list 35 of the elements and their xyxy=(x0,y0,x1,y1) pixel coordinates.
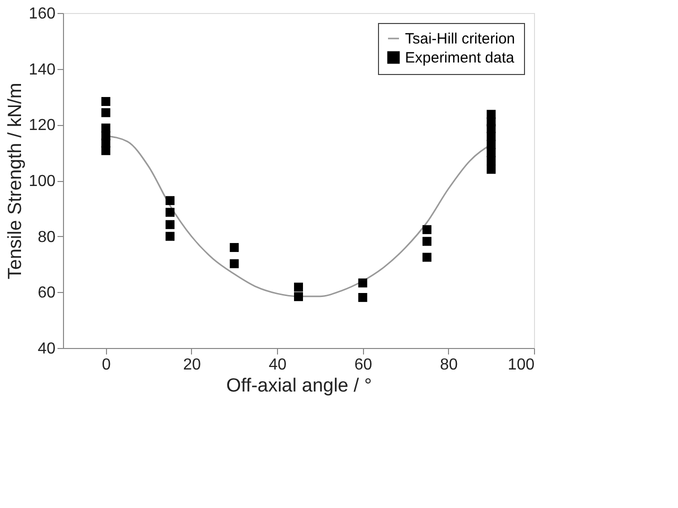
point xyxy=(358,278,368,288)
point xyxy=(230,259,239,268)
point xyxy=(422,225,432,234)
y-tick-label: 100 xyxy=(28,173,56,190)
x-tick-label: 60 xyxy=(354,356,372,374)
y-tick-label: 160 xyxy=(28,6,56,22)
point xyxy=(358,293,368,302)
point xyxy=(166,220,175,230)
point xyxy=(230,243,239,252)
y-tick-label: 120 xyxy=(28,117,56,134)
point xyxy=(166,196,175,206)
y-tick-label: 40 xyxy=(38,340,56,358)
x-tick-label: 20 xyxy=(183,356,201,374)
y-tick-label: 60 xyxy=(38,284,56,302)
point xyxy=(166,232,175,241)
point xyxy=(101,97,110,106)
point xyxy=(101,146,110,156)
point xyxy=(101,108,110,118)
x-axis-title: Off-axial angle / ° xyxy=(226,376,372,396)
x-tick-label: 100 xyxy=(508,356,535,374)
point xyxy=(422,252,432,262)
x-tick-label: 0 xyxy=(102,356,111,374)
point xyxy=(486,156,496,166)
y-axis-title: Tensile Strength / kN/m xyxy=(4,82,26,280)
point xyxy=(486,164,496,174)
point xyxy=(294,292,303,302)
point xyxy=(422,236,432,246)
x-tick-label: 40 xyxy=(268,356,287,374)
x-tick-label: 80 xyxy=(440,356,458,374)
legend-label: Tsai-Hill criterion xyxy=(405,30,516,48)
y-tick-label: 80 xyxy=(38,228,56,246)
legend-label: Experiment data xyxy=(405,50,515,66)
y-tick-label: 140 xyxy=(28,61,56,78)
point xyxy=(166,208,175,217)
point xyxy=(294,282,303,292)
